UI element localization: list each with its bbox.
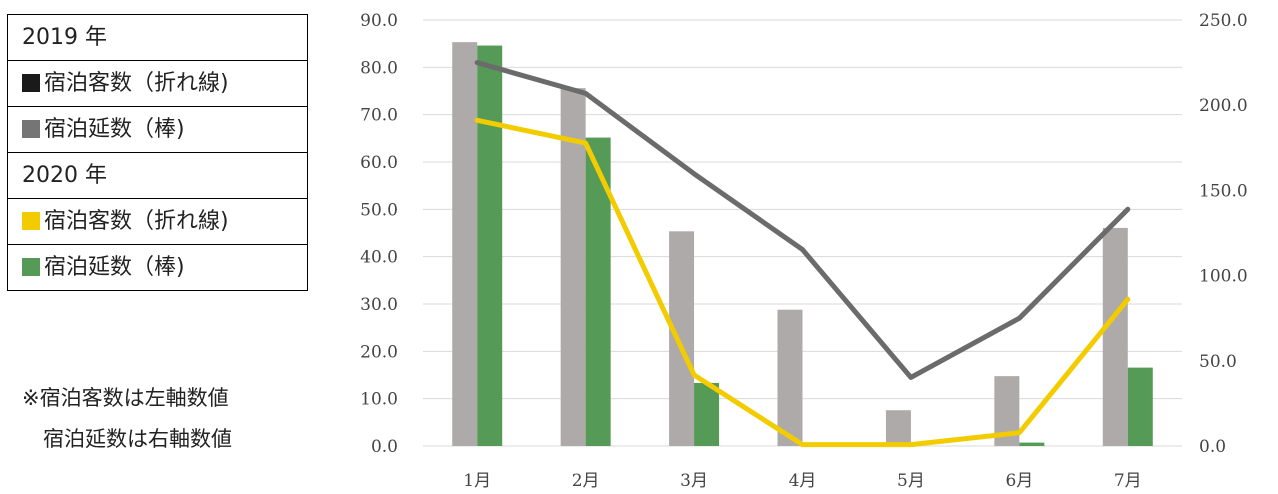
x-axis-tick-label: 2月 (572, 471, 600, 491)
bar-2020-nights (1127, 367, 1153, 446)
left-axis-tick-label: 90.0 (360, 11, 398, 31)
x-axis-tick-label: 3月 (680, 471, 708, 491)
x-axis-tick-label: 6月 (1005, 471, 1033, 491)
x-axis-tick-label: 7月 (1114, 471, 1142, 491)
bar-2019-nights (669, 231, 695, 446)
bar-2019-nights (560, 88, 586, 446)
right-axis-tick-label: 200.0 (1199, 96, 1248, 116)
line-2020-guests (474, 117, 1131, 448)
legend-2019-nights: 宿泊延数（棒) (7, 106, 308, 153)
bar-2019-nights (885, 410, 911, 446)
axis-note-line2: 宿泊延数は右軸数値 (43, 427, 232, 451)
left-axis-tick-label: 20.0 (360, 342, 398, 362)
legend-swatch-2019-guests (22, 74, 40, 92)
left-axis-tick-label: 0.0 (371, 437, 398, 457)
legend-swatch-2020-nights (22, 258, 40, 276)
bar-2020-nights (1019, 442, 1045, 446)
left-axis-tick-label: 40.0 (360, 248, 398, 268)
left-axis-tick-label: 50.0 (360, 200, 398, 220)
x-axis-tick-label: 1月 (463, 471, 491, 491)
bar-2019-nights (1102, 227, 1128, 446)
left-axis-tick-label: 10.0 (360, 390, 398, 410)
bar-2019-nights (452, 42, 478, 446)
legend-swatch-2020-guests (22, 212, 40, 230)
axis-note: ※宿泊客数は左軸数値 宿泊延数は右軸数値 (22, 378, 232, 460)
bar-2020-nights (694, 382, 720, 446)
legend-table: 2019 年 宿泊客数（折れ線) 宿泊延数（棒) 2020 年 宿泊客数（折れ線… (7, 14, 308, 291)
right-axis-tick-label: 100.0 (1199, 267, 1248, 287)
line-2019-guests (474, 60, 1131, 380)
axis-note-line1: ※宿泊客数は左軸数値 (22, 386, 229, 410)
left-axis-tick-label: 80.0 (360, 58, 398, 78)
right-axis-tick-label: 150.0 (1199, 181, 1248, 201)
left-axis-tick-label: 70.0 (360, 106, 398, 126)
left-axis-tick-label: 60.0 (360, 153, 398, 173)
x-axis-tick-label: 5月 (897, 471, 925, 491)
left-axis-tick-label: 30.0 (360, 295, 398, 315)
right-axis-tick-label: 0.0 (1199, 437, 1226, 457)
legend-swatch-2019-nights (22, 120, 40, 138)
legend-2019-header: 2019 年 (7, 14, 308, 61)
right-axis-tick-label: 250.0 (1199, 11, 1248, 31)
bar-2020-nights (477, 45, 503, 447)
bar-2019-nights (777, 309, 803, 446)
legend-2020-nights: 宿泊延数（棒) (7, 244, 308, 291)
x-axis-tick-label: 4月 (789, 471, 817, 491)
right-axis-tick-label: 50.0 (1199, 352, 1237, 372)
legend-2019-guests: 宿泊客数（折れ線) (7, 60, 308, 107)
